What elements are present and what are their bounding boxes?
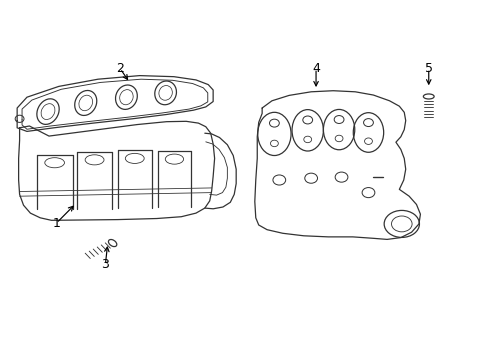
Text: 2: 2 — [116, 62, 124, 75]
Text: 5: 5 — [425, 62, 433, 75]
Text: 4: 4 — [312, 62, 320, 75]
Text: 3: 3 — [101, 258, 109, 271]
Text: 1: 1 — [52, 217, 60, 230]
